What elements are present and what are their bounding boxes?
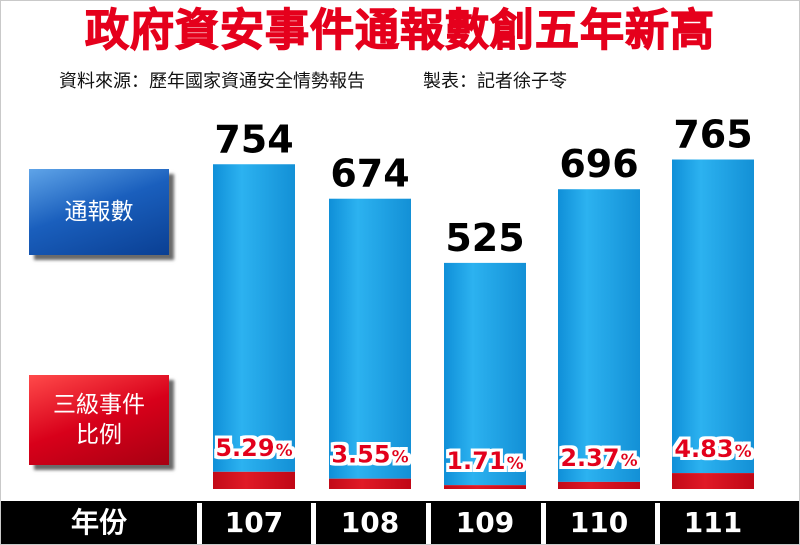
bar-total-109 bbox=[444, 262, 526, 486]
axis-separator bbox=[655, 503, 660, 544]
chart-title: 政府資安事件通報數創五年新高 bbox=[84, 4, 715, 56]
percent-label-109: 1.71% bbox=[446, 447, 523, 475]
x-tick-label-111: 111 bbox=[684, 506, 742, 539]
x-tick-label-107: 107 bbox=[225, 506, 283, 539]
labels-layer: 754 5.29% 107 674 3.55% 108 525 1.71% 109 696 2.37… bbox=[71, 113, 753, 539]
axis-separator bbox=[311, 503, 316, 544]
x-tick-label-109: 109 bbox=[456, 506, 514, 539]
legend-level3-label-line1: 三級事件 bbox=[53, 392, 145, 418]
legend-total-label: 通報數 bbox=[64, 199, 134, 225]
axis-separator bbox=[541, 503, 546, 544]
axis-separator bbox=[426, 503, 431, 544]
value-label-110: 696 bbox=[559, 142, 638, 186]
bars-layer bbox=[213, 159, 754, 489]
x-axis-band bbox=[1, 501, 799, 544]
percent-label-110: 2.37% bbox=[560, 444, 637, 472]
chart-subtitle: 資料來源：歷年國家資通安全情勢報告 製表：記者徐子苓 bbox=[59, 67, 567, 93]
value-label-108: 674 bbox=[330, 152, 409, 196]
percent-unit-107: % bbox=[276, 441, 293, 461]
percent-value-110: 2.37 bbox=[560, 444, 619, 472]
x-tick-label-110: 110 bbox=[570, 506, 628, 539]
legend-level3-label-line2: 比例 bbox=[76, 422, 122, 448]
legend-total-reports: 通報數 bbox=[29, 169, 169, 255]
bar-total-110 bbox=[558, 189, 640, 482]
percent-value-109: 1.71 bbox=[446, 447, 505, 475]
x-axis-label: 年份 bbox=[71, 506, 127, 539]
value-label-111: 765 bbox=[673, 113, 752, 157]
percent-label-111: 4.83% bbox=[674, 435, 751, 463]
percent-unit-109: % bbox=[507, 454, 524, 474]
percent-label-107: 5.29% bbox=[215, 434, 292, 462]
value-label-107: 754 bbox=[214, 117, 293, 161]
bar-level3-111 bbox=[672, 473, 754, 489]
percent-unit-111: % bbox=[735, 442, 752, 462]
percent-label-108: 3.55% bbox=[331, 441, 408, 469]
axis-separator bbox=[197, 503, 202, 544]
value-label-109: 525 bbox=[445, 216, 524, 260]
bar-level3-107 bbox=[213, 471, 295, 489]
percent-value-108: 3.55 bbox=[331, 441, 390, 469]
bar-total-107 bbox=[213, 164, 295, 472]
percent-unit-108: % bbox=[392, 448, 409, 468]
legend-level3-ratio: 三級事件 比例 bbox=[29, 375, 169, 465]
bar-level3-109 bbox=[444, 485, 526, 489]
percent-value-107: 5.29 bbox=[215, 434, 274, 462]
bar-level3-110 bbox=[558, 481, 640, 489]
percent-value-111: 4.83 bbox=[674, 435, 733, 463]
bar-level3-108 bbox=[329, 478, 411, 489]
data-source-text: 資料來源：歷年國家資通安全情勢報告 bbox=[59, 71, 365, 92]
x-tick-label-108: 108 bbox=[341, 506, 399, 539]
bar-total-111 bbox=[672, 159, 754, 474]
bar-total-108 bbox=[329, 198, 411, 479]
x-axis-separators bbox=[197, 503, 660, 544]
credit-text: 製表：記者徐子苓 bbox=[423, 71, 567, 92]
percent-unit-110: % bbox=[621, 451, 638, 471]
